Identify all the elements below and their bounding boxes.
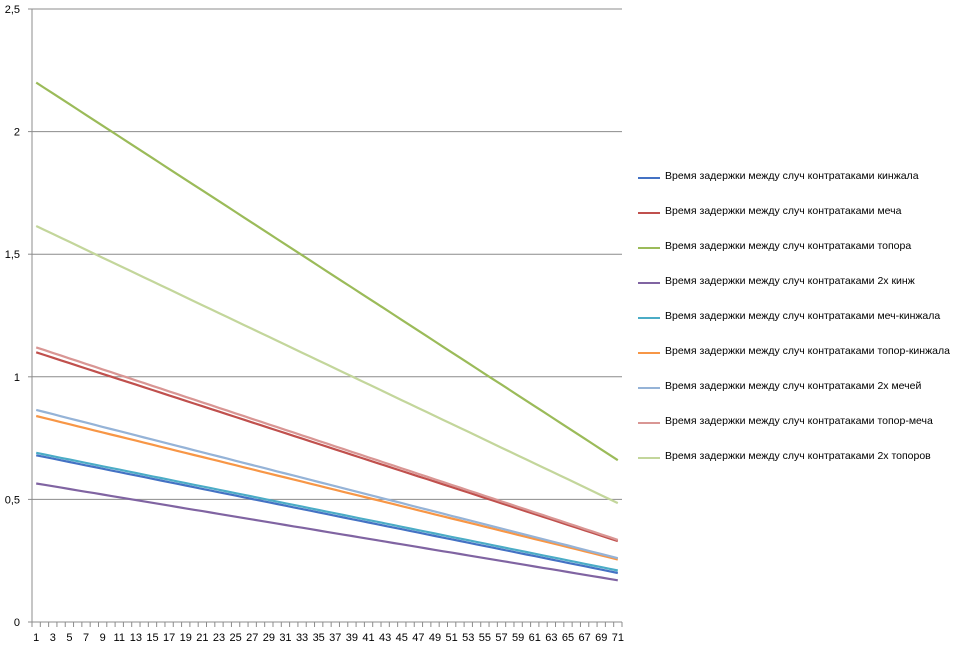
x-tick-label: 67 [578,632,590,644]
x-tick-label: 1 [33,632,39,644]
series-line [35,81,619,462]
legend-item: Время задержки между случ контратаками 2… [638,273,958,308]
series-line [35,346,619,541]
legend-swatch [638,422,660,424]
legend-label: Время задержки между случ контратаками к… [665,170,919,182]
x-tick-label: 33 [296,632,308,644]
legend-label: Время задержки между случ контратаками т… [665,345,950,357]
legend-item: Время задержки между случ контратаками м… [638,308,958,343]
x-tick-label: 71 [612,632,624,644]
x-tick-label: 65 [562,632,574,644]
series-line [35,408,619,560]
x-tick-label: 47 [412,632,424,644]
series-line [35,351,619,543]
series-line [35,451,619,572]
legend-label: Время задержки между случ контратаками т… [665,415,933,427]
legend-swatch [638,282,660,284]
x-tick-label: 29 [263,632,275,644]
legend-label: Время задержки между случ контратаками 2… [665,380,922,392]
series-line [36,482,618,582]
legend-swatch [638,177,660,179]
y-tick-label: 1 [14,372,20,384]
legend-swatch [638,352,660,354]
legend-swatch [638,212,660,214]
gridlines [32,8,622,500]
x-tick-label: 59 [512,632,524,644]
x-tick-label: 51 [446,632,458,644]
legend-swatch [638,387,660,389]
x-tick-label: 5 [66,632,72,644]
x-tick-label: 17 [163,632,175,644]
x-tick-label: 35 [313,632,325,644]
y-tick-label: 0 [14,617,20,629]
legend-swatch [638,317,660,319]
x-tick-label: 11 [114,632,125,644]
x-tick-label: 61 [529,632,541,644]
y-tick-label: 2 [14,127,20,139]
legend-item: Время задержки между случ контратаками м… [638,203,958,238]
legend-swatch [638,247,660,249]
legend-item: Время задержки между случ контратаками 2… [638,448,958,483]
y-tick-label: 2,5 [5,4,20,16]
legend-item: Время задержки между случ контратаками т… [638,413,958,448]
x-tick-label: 55 [479,632,491,644]
x-tick-label: 53 [462,632,474,644]
x-tick-label: 3 [50,632,56,644]
x-tick-label: 21 [196,632,208,644]
legend-label: Время задержки между случ контратаками т… [665,240,912,252]
legend-label: Время задержки между случ контратаками м… [665,205,902,217]
y-tick-label: 0,5 [5,494,20,506]
legend-item: Время задержки между случ контратаками т… [638,343,958,378]
y-tick-label: 1,5 [5,249,20,261]
x-axis-tick-labels: 1 3 5 7 9 11 13 15 17 19 21 23 25 27 29 31 33 35 37 39 41 43 4… [33,632,624,644]
x-tick-label: 9 [100,632,106,644]
x-tick-label: 23 [213,632,225,644]
legend-item: Время задержки между случ контратаками 2… [638,378,958,413]
x-tick-label: 27 [246,632,258,644]
x-tick-label: 15 [146,632,158,644]
chart-legend: Время задержки между случ контратаками к… [638,168,958,483]
legend-label: Время задержки между случ контратаками 2… [665,275,915,287]
legend-label: Время задержки между случ контратаками м… [665,310,941,322]
x-tick-label: 25 [229,632,241,644]
x-tick-label: 31 [279,632,291,644]
x-tick-label: 49 [429,632,441,644]
x-tick-label: 37 [329,632,341,644]
x-tick-label: 13 [130,632,142,644]
legend-item: Время задержки между случ контратаками т… [638,238,958,273]
x-tick-label: 57 [495,632,507,644]
x-tick-label: 45 [396,632,408,644]
series-lines [35,81,619,582]
y-axis-tick-labels: 0 0,5 1 1,5 2 2,5 [5,4,20,629]
x-tick-label: 43 [379,632,391,644]
series-line [35,225,619,505]
x-tick-label: 39 [346,632,358,644]
x-tick-label: 19 [180,632,192,644]
series-line [35,454,619,575]
legend-label: Время задержки между случ контратаками 2… [665,450,931,462]
x-tick-label: 63 [545,632,557,644]
x-tick-label: 7 [83,632,89,644]
x-tick-label: 41 [362,632,374,644]
axes [28,8,623,627]
legend-item: Время задержки между случ контратаками к… [638,168,958,203]
legend-swatch [638,457,660,459]
series-line [35,414,619,561]
x-tick-label: 69 [595,632,607,644]
